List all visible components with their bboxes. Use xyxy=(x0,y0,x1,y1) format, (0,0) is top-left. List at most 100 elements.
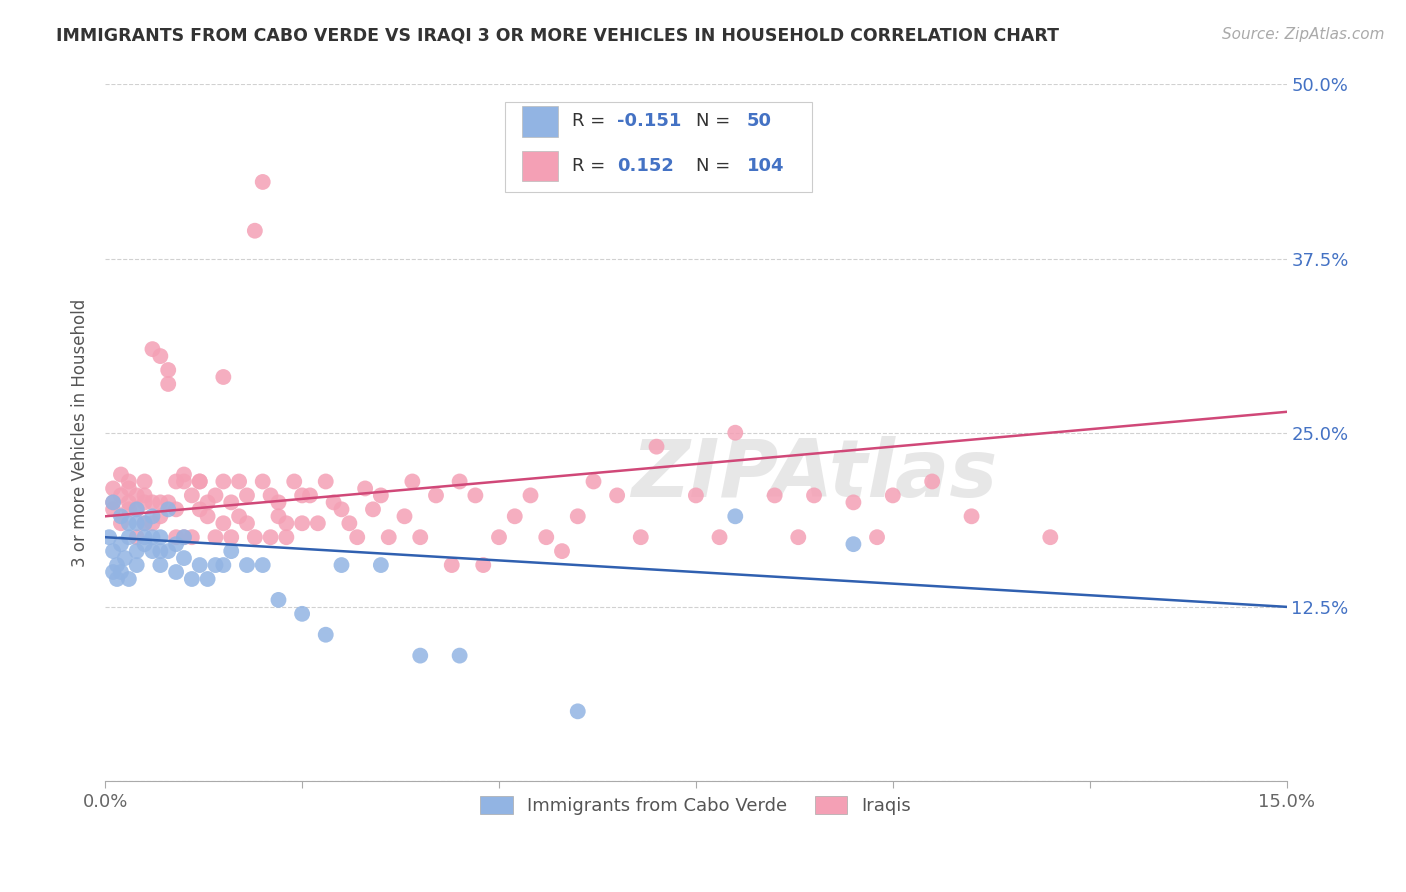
Point xyxy=(118,482,141,496)
Point xyxy=(449,648,471,663)
Point xyxy=(315,628,337,642)
Point xyxy=(101,482,124,496)
Point xyxy=(307,516,329,531)
Point xyxy=(267,593,290,607)
Point xyxy=(165,565,187,579)
Point xyxy=(180,530,202,544)
Point xyxy=(125,530,148,544)
Point xyxy=(803,488,825,502)
Point xyxy=(118,475,141,489)
Point xyxy=(567,509,589,524)
Point xyxy=(98,530,121,544)
Text: R =: R = xyxy=(572,112,610,130)
Point xyxy=(354,482,377,496)
Point xyxy=(370,488,392,502)
Point xyxy=(204,530,226,544)
Point xyxy=(645,440,668,454)
Point xyxy=(101,495,124,509)
Point xyxy=(110,565,132,579)
Y-axis label: 3 or more Vehicles in Household: 3 or more Vehicles in Household xyxy=(72,299,89,566)
Point xyxy=(118,495,141,509)
Point xyxy=(134,495,156,509)
Point xyxy=(149,495,172,509)
Point xyxy=(440,558,463,572)
Point xyxy=(212,475,235,489)
Point xyxy=(960,509,983,524)
Point xyxy=(259,488,281,502)
Point xyxy=(228,509,250,524)
Point xyxy=(114,551,136,566)
Point xyxy=(276,530,298,544)
Point xyxy=(330,558,353,572)
Point xyxy=(606,488,628,502)
Point xyxy=(882,488,904,502)
Point xyxy=(165,537,187,551)
Point xyxy=(173,467,195,482)
Point xyxy=(149,558,172,572)
Point xyxy=(101,502,124,516)
Point xyxy=(361,502,384,516)
Point xyxy=(204,488,226,502)
Point xyxy=(219,530,242,544)
Point xyxy=(157,544,180,558)
Point xyxy=(118,516,141,531)
Point xyxy=(787,530,810,544)
Point xyxy=(165,475,187,489)
Point xyxy=(101,565,124,579)
Point xyxy=(149,349,172,363)
Text: 0.152: 0.152 xyxy=(617,157,673,175)
Point xyxy=(118,530,141,544)
Point xyxy=(101,495,124,509)
Point xyxy=(118,502,141,516)
Point xyxy=(298,488,321,502)
Point xyxy=(204,558,226,572)
Text: -0.151: -0.151 xyxy=(617,112,681,130)
Point xyxy=(685,488,707,502)
Point xyxy=(464,488,486,502)
Point xyxy=(197,572,219,586)
Point xyxy=(118,572,141,586)
Point xyxy=(197,509,219,524)
Point xyxy=(188,475,211,489)
Text: R =: R = xyxy=(572,157,610,175)
Text: N =: N = xyxy=(696,157,735,175)
Point xyxy=(236,558,259,572)
Point xyxy=(188,558,211,572)
Point xyxy=(401,475,423,489)
Point xyxy=(110,509,132,524)
Point xyxy=(134,475,156,489)
Point xyxy=(141,530,163,544)
Point xyxy=(157,363,180,377)
Point xyxy=(134,516,156,531)
Point xyxy=(125,502,148,516)
Point xyxy=(134,530,156,544)
Point xyxy=(134,516,156,531)
Point xyxy=(105,558,128,572)
Point xyxy=(173,530,195,544)
Point xyxy=(173,551,195,566)
Point xyxy=(488,530,510,544)
Point xyxy=(101,544,124,558)
Point xyxy=(125,544,148,558)
Point xyxy=(921,475,943,489)
Point xyxy=(141,342,163,356)
Point xyxy=(330,502,353,516)
Text: ZIPAtlas: ZIPAtlas xyxy=(631,435,997,514)
Point xyxy=(141,544,163,558)
Text: IMMIGRANTS FROM CABO VERDE VS IRAQI 3 OR MORE VEHICLES IN HOUSEHOLD CORRELATION : IMMIGRANTS FROM CABO VERDE VS IRAQI 3 OR… xyxy=(56,27,1059,45)
Point xyxy=(394,509,416,524)
Point xyxy=(337,516,360,531)
Point xyxy=(236,516,259,531)
Point xyxy=(228,475,250,489)
Point xyxy=(125,502,148,516)
Point xyxy=(409,530,432,544)
Text: 104: 104 xyxy=(747,157,785,175)
Point xyxy=(219,495,242,509)
Point xyxy=(267,495,290,509)
Point xyxy=(141,516,163,531)
Point xyxy=(180,488,202,502)
Point xyxy=(212,516,235,531)
Point xyxy=(243,224,266,238)
Point xyxy=(236,488,259,502)
Point xyxy=(267,509,290,524)
